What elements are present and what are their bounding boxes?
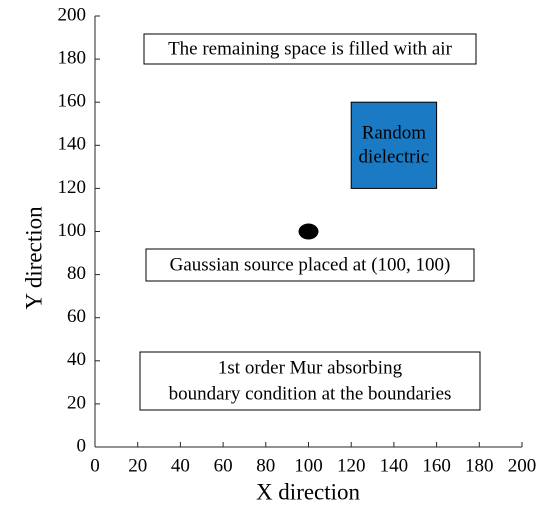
y-tick-label: 0 xyxy=(77,435,87,456)
x-tick-label: 0 xyxy=(90,455,100,476)
dielectric-region xyxy=(350,101,438,189)
y-tick-label: 20 xyxy=(67,392,86,413)
x-tick-label: 80 xyxy=(256,455,275,476)
y-axis-label: Y direction xyxy=(21,206,46,310)
region-label: dielectric xyxy=(359,147,430,168)
x-tick-label: 60 xyxy=(214,455,233,476)
y-tick-label: 80 xyxy=(67,263,86,284)
x-tick-label: 180 xyxy=(465,455,494,476)
y-tick-label: 160 xyxy=(58,91,87,112)
region-label: Random xyxy=(362,123,427,144)
x-tick-label: 200 xyxy=(508,455,537,476)
x-tick-label: 160 xyxy=(422,455,451,476)
x-axis-label: X direction xyxy=(256,479,361,504)
y-tick-label: 200 xyxy=(58,4,87,25)
x-tick-label: 120 xyxy=(337,455,366,476)
annotation-box xyxy=(143,33,477,65)
annotation-box xyxy=(145,248,475,282)
y-tick-label: 60 xyxy=(67,306,86,327)
y-tick-label: 140 xyxy=(58,134,87,155)
annotation-box xyxy=(139,351,481,411)
x-tick-label: 140 xyxy=(380,455,409,476)
annotation-text: The remaining space is filled with air xyxy=(168,38,453,59)
y-tick-label: 120 xyxy=(58,177,87,198)
x-tick-label: 40 xyxy=(171,455,190,476)
y-tick-label: 40 xyxy=(67,349,86,370)
x-tick-label: 20 xyxy=(128,455,147,476)
annotation-text: 1st order Mur absorbing xyxy=(218,357,403,378)
y-tick-label: 180 xyxy=(58,47,87,68)
annotation-text: boundary condition at the boundaries xyxy=(169,383,452,404)
x-tick-label: 100 xyxy=(294,455,323,476)
annotation-text: Gaussian source placed at (100, 100) xyxy=(170,254,451,275)
source-point xyxy=(298,223,319,240)
y-tick-label: 100 xyxy=(58,220,87,241)
